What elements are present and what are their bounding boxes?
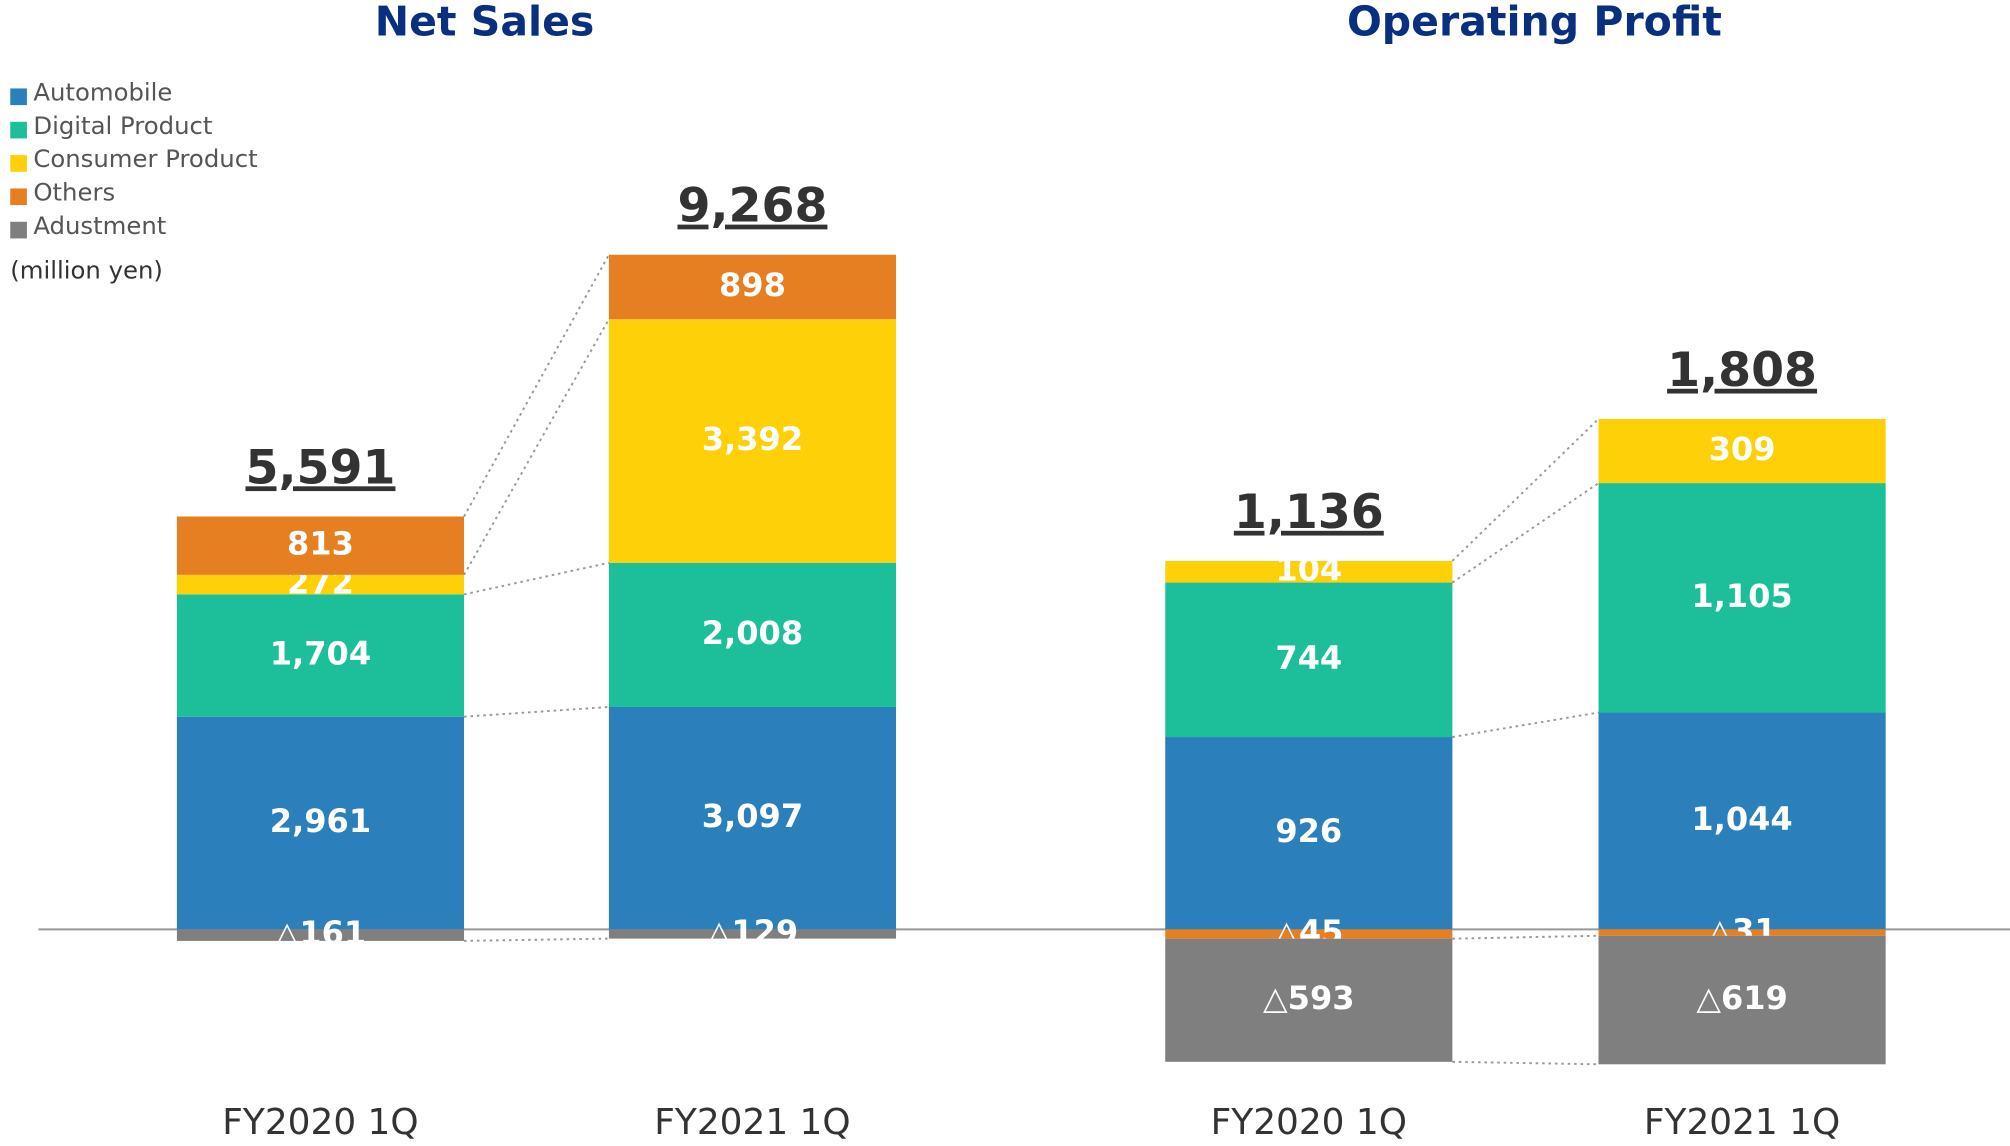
connector <box>463 561 610 596</box>
x-tick-label: FY2021 1Q <box>1644 1102 1840 1143</box>
legend-label: Adustment <box>33 211 166 240</box>
legend-label: Automobile <box>33 78 172 107</box>
value-label: 3,392 <box>702 420 803 458</box>
bar-segment <box>1598 929 1886 936</box>
bar-segment <box>608 929 897 939</box>
value-label: △619 <box>1696 979 1788 1017</box>
x-tick-label: FY2021 1Q <box>654 1102 850 1143</box>
total-label: 5,591 <box>245 440 395 495</box>
connector <box>463 254 610 517</box>
legend-swatch <box>10 121 27 139</box>
total-label: 9,268 <box>677 179 827 234</box>
connector <box>463 318 610 576</box>
value-label: 813 <box>287 525 354 563</box>
legend-label: Digital Product <box>33 111 212 140</box>
value-label: 104 <box>1275 551 1342 589</box>
bar-segment <box>1165 938 1453 1062</box>
connector <box>464 937 609 942</box>
connector <box>1451 418 1600 562</box>
bar-segment <box>1598 712 1886 930</box>
connector <box>463 706 609 718</box>
value-label: 3,097 <box>702 797 803 835</box>
value-label: △129 <box>707 913 799 951</box>
bar-segment <box>608 562 897 707</box>
legend-label: Consumer Product <box>33 144 257 173</box>
x-tick-label: FY2020 1Q <box>1211 1102 1407 1143</box>
bar-segment <box>176 716 465 930</box>
total-label: 1,808 <box>1667 343 1817 398</box>
bar-segment <box>1598 935 1886 1065</box>
bar-segment <box>176 594 465 717</box>
value-label: 1,105 <box>1691 577 1792 615</box>
connector <box>1452 711 1599 738</box>
value-label: 744 <box>1275 639 1342 677</box>
value-label: 2,961 <box>270 802 371 840</box>
connector <box>1452 1060 1599 1066</box>
value-label: △593 <box>1263 979 1355 1017</box>
bar-segment <box>608 319 897 563</box>
chart-title: Net Sales <box>375 0 595 45</box>
chart-title: Operating Profit <box>1347 0 1722 45</box>
value-label: 898 <box>719 266 786 304</box>
bar-segment <box>1165 560 1453 583</box>
legend-swatch <box>10 188 27 206</box>
legend-swatch <box>10 88 27 106</box>
value-label: 1,044 <box>1691 800 1792 838</box>
value-label: 2,008 <box>702 614 803 652</box>
bar-segment <box>1598 418 1886 484</box>
bar-segment <box>176 574 465 595</box>
value-label: 1,704 <box>270 635 371 673</box>
bar-segment <box>1165 737 1453 930</box>
bar-segment <box>608 706 897 930</box>
connector <box>1452 934 1599 940</box>
bar-segment <box>1165 582 1453 738</box>
bar-segment <box>176 929 465 941</box>
x-tick-label: FY2020 1Q <box>222 1102 418 1143</box>
bar-segment <box>1165 929 1453 939</box>
legend-label: Others <box>33 178 115 207</box>
value-label: △161 <box>275 914 367 952</box>
unit-label: (million yen) <box>10 256 163 285</box>
bar-segment <box>176 516 465 575</box>
value-label: 926 <box>1275 812 1342 850</box>
value-label: 309 <box>1709 430 1776 468</box>
bar-segment <box>608 254 897 320</box>
legend-swatch <box>10 221 27 239</box>
connector <box>1451 482 1600 584</box>
legend-swatch <box>10 155 27 172</box>
total-label: 1,136 <box>1234 485 1384 540</box>
bar-segment <box>1598 483 1886 713</box>
